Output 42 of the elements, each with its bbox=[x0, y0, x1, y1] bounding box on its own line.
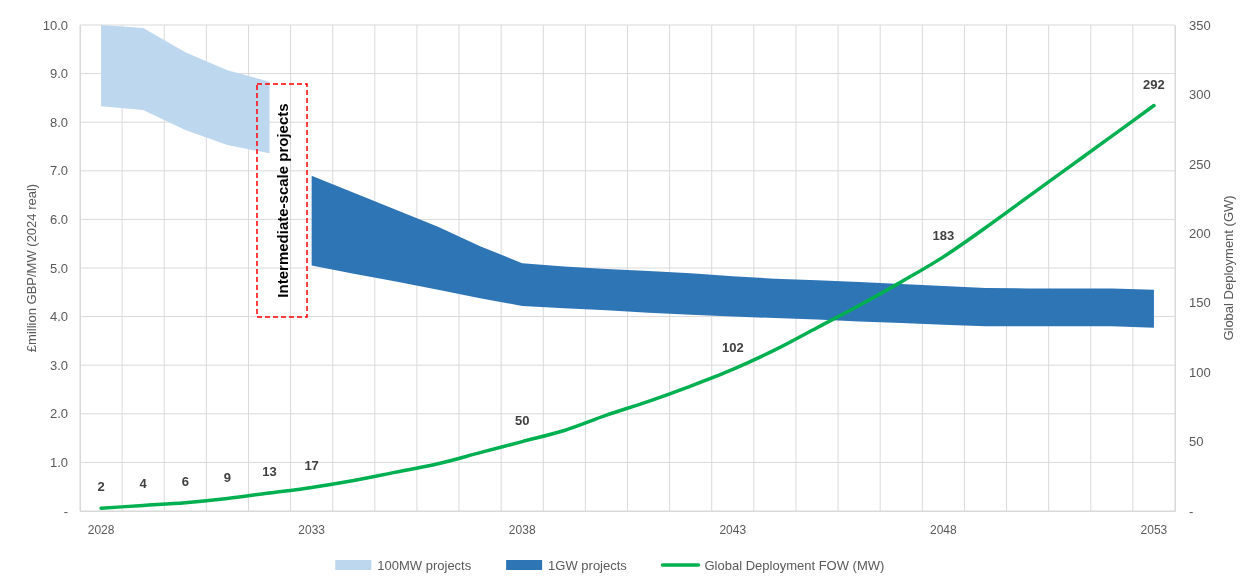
y2-tick-label: 300 bbox=[1189, 87, 1211, 103]
x-tick-label: 2038 bbox=[508, 522, 536, 537]
data-label: 4 bbox=[139, 476, 148, 492]
x-tick-label: 2028 bbox=[87, 522, 115, 537]
y-tick-label: 2.0 bbox=[49, 406, 68, 422]
y-tick-label: - bbox=[63, 503, 68, 519]
y-tick-label: 8.0 bbox=[49, 114, 68, 130]
legend-label: 1GW projects bbox=[548, 557, 628, 573]
data-label: 2 bbox=[97, 479, 105, 495]
y2-tick-label: 50 bbox=[1189, 434, 1204, 450]
y-tick-label: 6.0 bbox=[49, 212, 68, 228]
data-label: 50 bbox=[514, 412, 530, 428]
x-tick-label: 2033 bbox=[298, 522, 326, 537]
data-label: 9 bbox=[223, 469, 232, 485]
y-tick-label: 7.0 bbox=[49, 163, 68, 179]
y-tick-label: 4.0 bbox=[49, 309, 68, 325]
data-label: 13 bbox=[262, 463, 277, 479]
data-label: 102 bbox=[721, 340, 744, 356]
legend-label: 100MW projects bbox=[377, 557, 472, 573]
x-tick-label: 2043 bbox=[719, 522, 747, 537]
line-series bbox=[99, 103, 1156, 510]
y-tick-label: 9.0 bbox=[49, 66, 68, 82]
y2-tick-label: 350 bbox=[1189, 17, 1211, 33]
y2-tick-label: 250 bbox=[1189, 156, 1211, 172]
y2-tick-label: - bbox=[1189, 503, 1194, 519]
y-tick-label: 5.0 bbox=[49, 260, 68, 276]
y-tick-label: 1.0 bbox=[49, 455, 68, 471]
y-tick-label: 10.0 bbox=[42, 17, 68, 33]
annotation: Intermediate-scale projects bbox=[274, 103, 291, 298]
data-label: 183 bbox=[932, 227, 955, 243]
y2-tick-label: 150 bbox=[1189, 295, 1211, 311]
legend-label: Global Deployment FOW (MW) bbox=[704, 557, 885, 573]
x-tick-label: 2053 bbox=[1140, 522, 1168, 537]
y-axis-title: £million GBP/MW (2024 real) bbox=[24, 183, 39, 353]
y2-axis-title: Global Deployment (GW) bbox=[1221, 195, 1236, 341]
y-tick-label: 3.0 bbox=[49, 357, 68, 373]
x-tick-label: 2048 bbox=[930, 522, 958, 537]
y2-tick-label: 200 bbox=[1189, 225, 1211, 241]
data-label: 6 bbox=[181, 473, 189, 489]
data-label: 17 bbox=[304, 458, 319, 474]
y2-tick-label: 100 bbox=[1189, 364, 1211, 380]
data-label: 292 bbox=[1143, 76, 1165, 92]
